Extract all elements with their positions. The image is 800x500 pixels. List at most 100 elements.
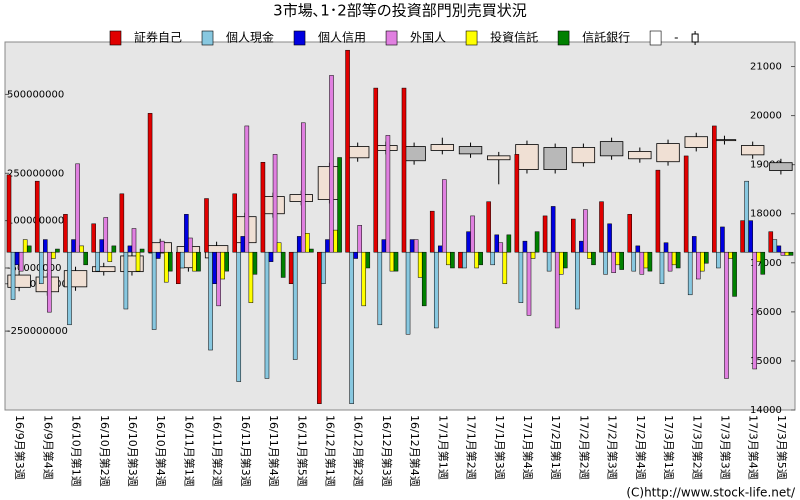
bar bbox=[276, 242, 282, 253]
bar bbox=[91, 223, 96, 253]
bar bbox=[571, 218, 576, 253]
bar bbox=[514, 154, 520, 253]
bar bbox=[272, 154, 278, 253]
bar bbox=[502, 251, 508, 285]
bar bbox=[71, 239, 76, 253]
bar bbox=[486, 201, 491, 253]
bar bbox=[188, 237, 193, 253]
bar bbox=[393, 251, 399, 272]
bar bbox=[6, 174, 12, 253]
bar bbox=[639, 251, 645, 275]
bar bbox=[655, 169, 661, 253]
bar bbox=[401, 87, 407, 253]
plot-area bbox=[4, 41, 796, 411]
bar bbox=[740, 220, 745, 253]
y2-tick-label: 17000 bbox=[750, 258, 782, 269]
y-tick-label: 250000000 bbox=[7, 168, 64, 179]
legend-swatch bbox=[465, 30, 478, 46]
bar bbox=[337, 157, 342, 253]
bar bbox=[756, 251, 762, 262]
bar bbox=[506, 234, 512, 253]
x-tick-label: 17/2月第2週 bbox=[577, 415, 591, 480]
bar bbox=[244, 125, 250, 253]
y2-tick-label: 19000 bbox=[750, 160, 782, 171]
bar bbox=[305, 233, 310, 253]
x-tick-label: 16/12月第3週 bbox=[380, 415, 394, 487]
bar bbox=[212, 251, 217, 285]
bar bbox=[131, 228, 137, 253]
candle-body bbox=[769, 162, 793, 171]
bar bbox=[22, 239, 28, 253]
bar bbox=[526, 251, 532, 316]
bar bbox=[155, 251, 161, 259]
y2-tick-label: 16000 bbox=[750, 307, 782, 318]
x-tick-label: 16/12月第2週 bbox=[352, 415, 366, 487]
bar bbox=[232, 193, 237, 253]
bar bbox=[119, 193, 125, 253]
bar bbox=[421, 251, 427, 307]
bar bbox=[260, 161, 266, 253]
bar bbox=[466, 231, 471, 253]
bar bbox=[550, 206, 556, 253]
bar bbox=[184, 214, 189, 253]
bar bbox=[587, 251, 592, 259]
bar bbox=[450, 251, 455, 269]
bar bbox=[744, 180, 749, 253]
bar bbox=[357, 225, 362, 253]
bar bbox=[168, 251, 173, 272]
x-tick-label: 16/12月第4週 bbox=[408, 415, 422, 487]
x-tick-label: 17/1月第2週 bbox=[465, 415, 479, 480]
bar bbox=[498, 242, 504, 253]
legend-label: 投資信託 bbox=[490, 30, 538, 45]
y2-tick-label: 18000 bbox=[750, 209, 782, 220]
bar bbox=[192, 251, 197, 272]
bar bbox=[611, 251, 616, 273]
bar bbox=[216, 251, 221, 307]
bar bbox=[776, 245, 782, 253]
bar bbox=[127, 245, 133, 253]
x-tick-label: 17/1月第3週 bbox=[493, 415, 507, 480]
bar bbox=[296, 236, 302, 253]
credit: (C)http://www.stock-life.net/ bbox=[626, 486, 796, 500]
x-tick-label: 16/10月第1週 bbox=[70, 415, 84, 487]
bar bbox=[236, 251, 242, 382]
bar bbox=[631, 251, 637, 272]
bar bbox=[204, 198, 209, 253]
bar bbox=[663, 242, 669, 253]
bar bbox=[647, 251, 653, 272]
bar bbox=[301, 122, 306, 253]
candle-body bbox=[487, 155, 511, 161]
y2-tick-label: 14000 bbox=[750, 405, 782, 416]
bar bbox=[95, 251, 100, 272]
legend-swatch bbox=[201, 30, 214, 46]
bar bbox=[772, 239, 778, 253]
bar bbox=[288, 251, 294, 285]
x-tick-label: 17/3月第4週 bbox=[747, 415, 761, 480]
bar bbox=[176, 251, 181, 285]
legend-label: 外国人 bbox=[410, 31, 446, 45]
bar bbox=[607, 223, 612, 253]
y2-tick-label: 15000 bbox=[750, 356, 782, 367]
bar bbox=[554, 251, 560, 329]
bar bbox=[63, 214, 68, 253]
bar bbox=[280, 251, 286, 278]
bar bbox=[768, 231, 774, 253]
bar bbox=[159, 240, 165, 253]
y-tick-label: -50000000 bbox=[7, 263, 62, 274]
bar bbox=[583, 209, 588, 253]
candle-body bbox=[628, 151, 652, 160]
candle-body bbox=[684, 136, 708, 148]
bar bbox=[563, 251, 568, 269]
bar bbox=[643, 251, 649, 269]
y2-tick-label: 21000 bbox=[750, 62, 782, 73]
bar bbox=[107, 251, 113, 262]
bar bbox=[365, 251, 371, 269]
bar bbox=[220, 251, 225, 280]
candle-body bbox=[543, 147, 567, 170]
bar bbox=[732, 251, 737, 297]
candle-body bbox=[430, 144, 455, 151]
bar bbox=[522, 240, 528, 253]
y2-tick-label: 20000 bbox=[750, 111, 782, 122]
bar bbox=[123, 251, 129, 310]
